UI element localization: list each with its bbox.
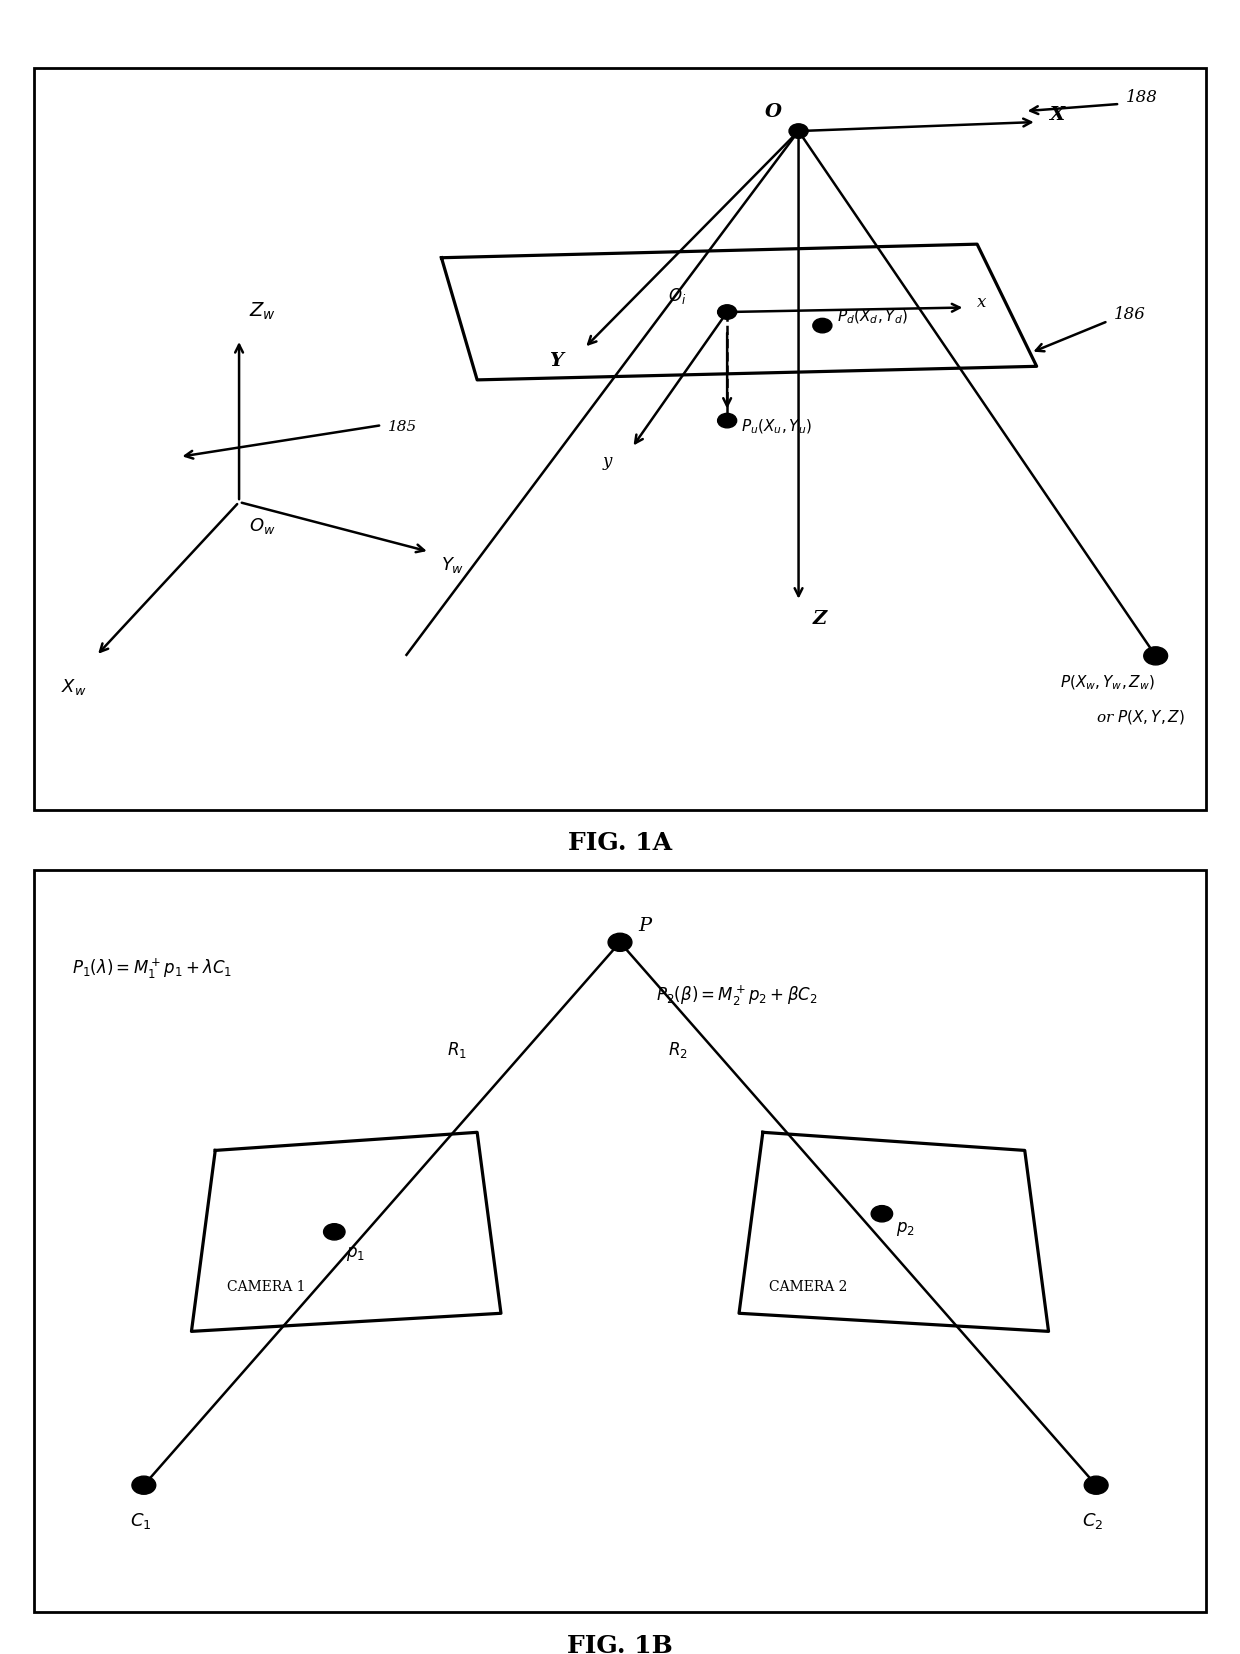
Text: $O_w$: $O_w$: [248, 516, 275, 536]
Text: CAMERA 2: CAMERA 2: [769, 1280, 847, 1293]
Circle shape: [324, 1224, 345, 1240]
Text: $R_2$: $R_2$: [667, 1040, 687, 1060]
Circle shape: [718, 414, 737, 428]
Text: $P(X_w, Y_w, Z_w)$: $P(X_w, Y_w, Z_w)$: [1060, 673, 1156, 693]
Text: Y: Y: [548, 352, 563, 370]
Text: $Z_w$: $Z_w$: [248, 301, 275, 323]
Text: CAMERA 1: CAMERA 1: [227, 1280, 306, 1293]
Text: $p_2$: $p_2$: [897, 1221, 915, 1237]
Text: $R_1$: $R_1$: [448, 1040, 467, 1060]
Text: $X_w$: $X_w$: [61, 676, 86, 696]
Text: $C_1$: $C_1$: [129, 1510, 151, 1532]
Text: x: x: [977, 294, 987, 311]
Text: FIG. 1A: FIG. 1A: [568, 832, 672, 855]
Text: O: O: [765, 104, 782, 121]
Text: $P_2(\beta) = M_2^+p_2 + \beta C_2$: $P_2(\beta) = M_2^+p_2 + \beta C_2$: [656, 984, 817, 1009]
Text: $Y_w$: $Y_w$: [441, 554, 465, 576]
Circle shape: [718, 304, 737, 319]
Text: 185: 185: [388, 420, 417, 435]
Text: $p_1$: $p_1$: [346, 1245, 366, 1264]
Text: $P_u(X_u, Y_u)$: $P_u(X_u, Y_u)$: [742, 418, 812, 437]
Text: $O_i$: $O_i$: [667, 286, 686, 306]
Circle shape: [872, 1206, 893, 1222]
Circle shape: [813, 318, 832, 332]
Text: FIG. 1B: FIG. 1B: [567, 1634, 673, 1654]
Text: $P_1(\lambda) = M_1^+p_1 + \lambda C_1$: $P_1(\lambda) = M_1^+p_1 + \lambda C_1$: [72, 958, 233, 981]
Circle shape: [608, 933, 632, 951]
Circle shape: [1084, 1475, 1109, 1494]
Text: 188: 188: [1126, 89, 1158, 106]
Text: P: P: [637, 918, 651, 936]
Circle shape: [1143, 647, 1168, 665]
Text: or $P(X,Y,Z)$: or $P(X,Y,Z)$: [1096, 708, 1185, 726]
Text: 186: 186: [1114, 306, 1146, 323]
Circle shape: [131, 1475, 156, 1494]
Text: $P_d(X_d, Y_d)$: $P_d(X_d, Y_d)$: [837, 308, 908, 326]
Circle shape: [789, 124, 808, 139]
Text: Z: Z: [813, 610, 827, 629]
Text: X: X: [1049, 106, 1064, 124]
Text: y: y: [603, 453, 611, 470]
Text: $C_2$: $C_2$: [1081, 1510, 1104, 1532]
